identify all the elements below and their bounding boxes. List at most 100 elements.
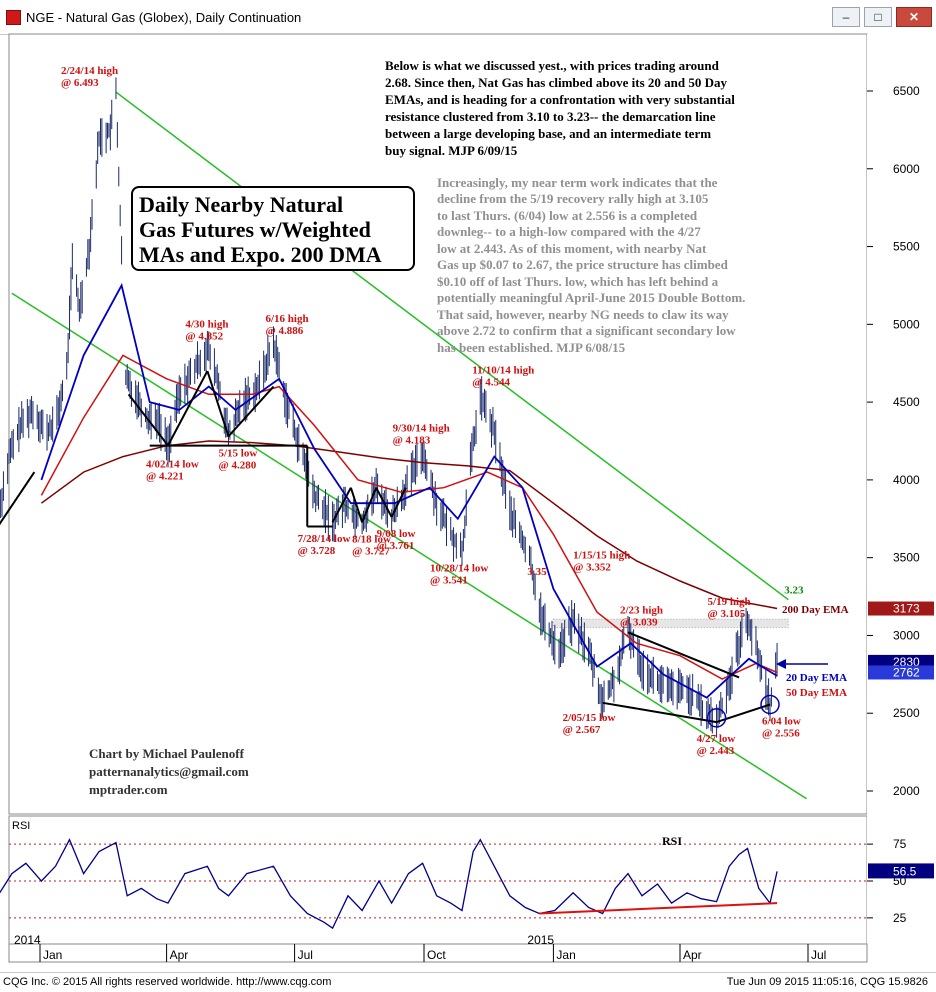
price-axis xyxy=(867,34,936,944)
commentary-1-line: EMAs, and is heading for a confrontation… xyxy=(385,92,735,107)
annotation-label: 6/04 low xyxy=(762,716,801,728)
x-tick-label: Jul xyxy=(811,948,826,962)
pattern-line xyxy=(331,487,352,523)
commentary-primary: Below is what we discussed yest., with p… xyxy=(385,58,735,158)
low-circle xyxy=(760,694,780,715)
annotation-label: @ 3.728 xyxy=(298,545,336,557)
commentary-1-line: Below is what we discussed yest., with p… xyxy=(385,58,720,73)
commentary-1-line: resistance clustered from 3.10 to 3.23--… xyxy=(385,109,716,124)
rsi-panel-label: RSI xyxy=(12,820,30,832)
series-label: 20 Day EMA xyxy=(786,672,847,684)
commentary-2-line: decline from the 5/19 recovery rally hig… xyxy=(437,191,709,206)
low-circle xyxy=(706,708,727,728)
chart-title-box: Daily Nearby Natural Gas Futures w/Weigh… xyxy=(131,186,415,271)
y-tick-label: 3500 xyxy=(893,551,920,565)
maximize-button[interactable]: □ xyxy=(864,7,892,27)
upper-channel-line xyxy=(115,91,789,601)
annotation-label: @ 3.541 xyxy=(430,574,468,586)
window-title-bar: NGE - Natural Gas (Globex), Daily Contin… xyxy=(0,0,936,35)
chart-title-line-3: MAs and Expo. 200 DMA xyxy=(139,242,382,267)
minimize-icon: – xyxy=(842,10,850,24)
rsi-line xyxy=(0,838,778,930)
annotation-label: 2/23 high xyxy=(620,604,663,616)
commentary-2-line: to last Thurs. (6/04) low at 2.556 is a … xyxy=(437,208,698,223)
y-tick-label: 2000 xyxy=(893,784,920,798)
annotation-label: 4/30 high xyxy=(185,318,228,330)
commentary-2-line: Increasingly, my near term work indicate… xyxy=(437,175,718,190)
chart-title-line-2: Gas Futures w/Weighted xyxy=(139,217,371,242)
annotation-label: 4/02/14 low xyxy=(146,459,199,471)
annotation-label: 2/05/15 low xyxy=(563,712,616,724)
maximize-icon: □ xyxy=(874,10,882,24)
ema-200-line xyxy=(40,440,778,610)
commentary-2-line: Gas up $0.07 to 2.67, the price structur… xyxy=(437,257,729,272)
annotation-label: @ 4.886 xyxy=(265,325,303,337)
annotation-label: @ 4.852 xyxy=(185,330,223,342)
pattern-line xyxy=(127,393,169,447)
pattern-line xyxy=(227,385,275,438)
annotation-label: @ 2.556 xyxy=(762,728,800,740)
rsi-current-flag xyxy=(868,863,934,879)
price-flag-label: 2762 xyxy=(893,665,920,679)
x-tick-label: Apr xyxy=(170,948,189,962)
x-tick-label: Oct xyxy=(427,948,446,962)
moving-averages: 200 Day EMA 20 Day EMA 50 Day EMA xyxy=(40,282,849,699)
commentary-1-line: 2.68. Since then, Nat Gas has climbed ab… xyxy=(385,75,727,90)
commentary-2-line: potentially meaningful April-June 2015 D… xyxy=(437,290,745,305)
copyright-text: CQG Inc. © 2015 All rights reserved worl… xyxy=(3,976,332,988)
commentary-1-line: between a large developing base, and an … xyxy=(385,126,711,141)
minimize-button[interactable]: – xyxy=(832,7,860,27)
x-tick-label: Jul xyxy=(298,948,313,962)
annotation-label: 6/16 high xyxy=(265,313,308,325)
y-tick-label: 3000 xyxy=(893,628,920,642)
annotation-label: @ 4.183 xyxy=(393,434,431,446)
chart-annotations: 2/24/14 high@ 6.493 4/30 high@ 4.852 6/16 … xyxy=(61,65,801,757)
annotation-label: 8/18 low xyxy=(352,533,391,545)
y-tick-label: 4500 xyxy=(893,395,920,409)
y-tick-label: 4000 xyxy=(893,473,920,487)
app-icon xyxy=(6,10,21,25)
close-button[interactable]: ✕ xyxy=(896,7,932,27)
status-bar: CQG Inc. © 2015 All rights reserved worl… xyxy=(0,972,936,992)
price-flag xyxy=(868,654,934,669)
commentary-2-line: low at 2.443. As of this moment, with ne… xyxy=(437,241,707,256)
annotation-label: 11/10/14 high xyxy=(472,364,534,376)
annotation-label: @ 3.352 xyxy=(573,562,611,574)
annotation-label: @ 3.039 xyxy=(620,616,658,628)
y-tick-label: 2500 xyxy=(893,706,920,720)
annotation-label: 10/28/14 low xyxy=(430,562,488,574)
resistance-label: 3.23 xyxy=(784,585,804,597)
series-label: 50 Day EMA xyxy=(786,687,847,699)
rsi-plot: 56.5 xyxy=(0,838,934,930)
window-title: NGE - Natural Gas (Globex), Daily Contin… xyxy=(26,10,302,25)
pattern-line xyxy=(0,471,36,526)
commentary-2-line: That said, however, nearby NG needs to c… xyxy=(437,307,729,322)
annotation-label: @ 3.761 xyxy=(377,540,415,552)
rsi-panel xyxy=(8,815,868,945)
annotation-label: 9/08 low xyxy=(377,528,416,540)
pattern-line xyxy=(206,370,230,437)
annotation-label: @ 6.493 xyxy=(61,77,99,89)
annotation-label: @ 4.280 xyxy=(218,459,256,471)
annotation-label: @ 3.105 xyxy=(708,608,746,620)
rsi-support-line xyxy=(539,902,778,915)
annotation-label: 5/19 high xyxy=(708,596,751,608)
rsi-tick-label: 75 xyxy=(893,837,907,851)
rsi-current-label: 56.5 xyxy=(893,864,917,878)
commentary-1-line: buy signal. MJP 6/09/15 xyxy=(385,143,518,158)
commentary-2-line: $0.10 off of last Thurs. low, which has … xyxy=(437,274,719,289)
annotation-label: 9/30/14 high xyxy=(393,422,450,434)
credit-author: Chart by Michael Paulenoff xyxy=(89,746,245,761)
annotation-label: 3.35 xyxy=(527,566,547,578)
ema-20-line xyxy=(40,282,778,699)
rsi-tick-label: 25 xyxy=(893,911,907,925)
y-tick-label: 6500 xyxy=(893,84,920,98)
price-flag xyxy=(868,665,934,680)
annotation-label: @ 4.544 xyxy=(472,376,510,388)
x-tick-label: Apr xyxy=(683,948,702,962)
neckline-low xyxy=(602,701,717,724)
annotation-label: 7/28/14 low xyxy=(298,533,351,545)
time-axis xyxy=(8,943,868,963)
